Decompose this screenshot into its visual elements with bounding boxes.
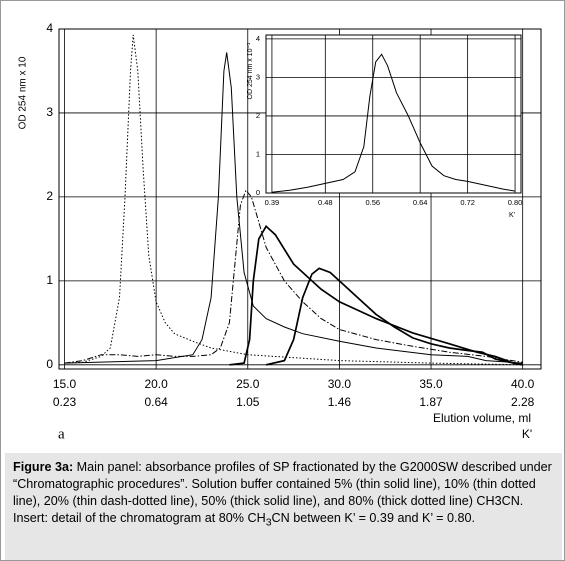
plot-frame	[265, 34, 522, 194]
y-tick-label: 0	[256, 188, 260, 197]
x-tick-label: 15.0	[53, 377, 77, 391]
y-tick-label: 3	[256, 72, 260, 81]
x-tick-label: 25.0	[236, 377, 260, 391]
x2-tick-label: 0.23	[53, 395, 77, 409]
y-axis-label: OD 254 nm x 10	[18, 56, 29, 129]
x-tick-label: 0.56	[365, 198, 380, 207]
y-axis-label: OD 254 nm x 10⁻¹	[247, 42, 254, 100]
y-tick-label: 2	[256, 111, 260, 120]
x2-tick-label: 0.64	[144, 395, 168, 409]
x-tick-label: 0.48	[318, 198, 333, 207]
x2-axis-label: K'	[522, 427, 532, 441]
caption-text: CN between K’ = 0.39 and K’ = 0.80.	[271, 511, 476, 525]
caption-label: Figure 3a:	[13, 460, 74, 474]
data-line	[64, 34, 523, 366]
y-tick-label: 4	[46, 21, 53, 35]
x-tick-label: 35.0	[419, 377, 443, 391]
y-tick-label: 4	[256, 34, 260, 43]
x-axis-label: Elution volume, ml	[433, 411, 531, 425]
y-tick-label: 1	[256, 149, 260, 158]
x-tick-label: 0.39	[265, 198, 280, 207]
caption-text: Main panel: absorbance profiles of SP fr…	[13, 460, 552, 525]
chart: 0 1 2 3 4 15.0 20.0 25.0 30.0 35.0 40.0 0.23 0.64 1.0…	[18, 21, 542, 442]
data-line	[229, 224, 523, 366]
data-line	[64, 52, 523, 364]
x2-tick-label: 2.28	[511, 395, 535, 409]
x2-tick-label: 1.87	[419, 395, 443, 409]
x-tick-label: 0.72	[460, 198, 475, 207]
x-axis-label: K'	[509, 212, 515, 219]
data-line	[64, 189, 523, 364]
caption: Figure 3a: Main panel: absorbance profil…	[5, 453, 562, 560]
x2-tick-label: 1.05	[236, 395, 260, 409]
y-tick-label: 2	[46, 189, 53, 203]
x2-tick-label: 1.46	[328, 395, 352, 409]
y-tick-label: 0	[46, 357, 53, 371]
x-tick-label: 0.80	[508, 198, 523, 207]
x-tick-label: 30.0	[328, 377, 352, 391]
data-line	[271, 53, 516, 193]
x-tick-label: 0.64	[413, 198, 428, 207]
y-tick-label: 3	[46, 105, 53, 119]
x-tick-label: 40.0	[511, 377, 535, 391]
data-line	[265, 267, 523, 366]
x-tick-label: 20.0	[144, 377, 168, 391]
caption-sub: 3	[265, 516, 272, 529]
y-tick-label: 1	[46, 273, 53, 287]
panel-label: a	[58, 426, 65, 442]
